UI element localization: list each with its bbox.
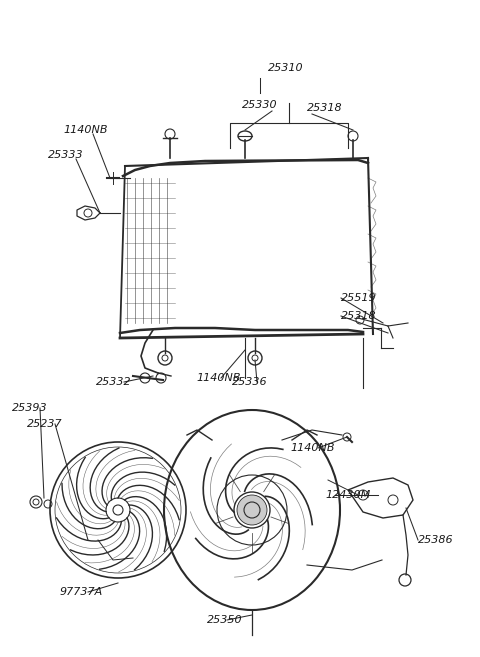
Text: 25333: 25333 [48,150,84,160]
Text: 25519: 25519 [341,293,377,303]
Text: 25332: 25332 [96,377,132,387]
Text: 25318: 25318 [341,311,377,321]
Text: 25393: 25393 [12,403,48,413]
Text: 25237: 25237 [27,419,62,429]
Text: 25336: 25336 [232,377,268,387]
Text: 25350: 25350 [207,615,242,625]
Text: 1140NB: 1140NB [63,125,108,135]
Text: 25310: 25310 [268,63,304,73]
Circle shape [237,495,267,525]
Text: 1140NB: 1140NB [196,373,240,383]
Text: 25386: 25386 [418,535,454,545]
Text: 12430M: 12430M [325,490,370,500]
Text: 25330: 25330 [242,100,277,110]
Text: 1140NB: 1140NB [290,443,335,453]
Text: 25318: 25318 [307,103,343,113]
Text: 97737A: 97737A [60,587,103,597]
